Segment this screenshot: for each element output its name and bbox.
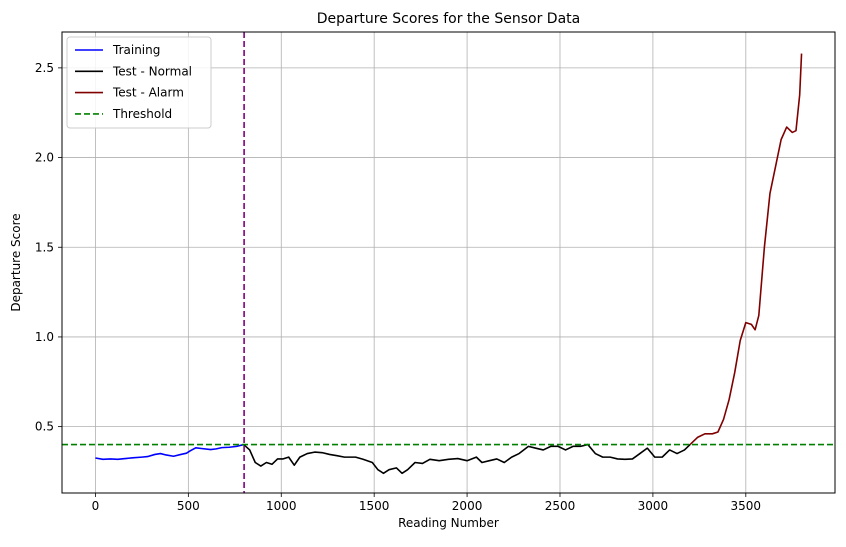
series-layer (62, 53, 835, 475)
x-axis-title: Reading Number (398, 516, 499, 530)
legend: Training Test - Normal Test - Alarm Thresho… (66, 36, 212, 129)
x-tick-label: 3500 (731, 499, 762, 513)
y-tick-label: 2.5 (35, 61, 54, 75)
x-tick-label: 1500 (359, 499, 390, 513)
legend-label: Test - Alarm (112, 86, 184, 100)
y-tick-label: 1.5 (35, 240, 54, 254)
x-tick-label: 2000 (452, 499, 483, 513)
x-tick-label: 3000 (638, 499, 669, 513)
plot-frame (61, 31, 836, 494)
y-axis-title: Departure Score (9, 213, 23, 311)
legend-label: Test - Normal (112, 64, 192, 78)
series-line-test-normal (243, 443, 691, 475)
grid (62, 32, 835, 493)
y-tick-label: 2.0 (35, 151, 54, 165)
x-tick-label: 1000 (266, 499, 297, 513)
x-tick-label: 2500 (545, 499, 576, 513)
x-tick-label: 0 (92, 499, 100, 513)
x-tick-label: 500 (177, 499, 200, 513)
chart-title: Departure Scores for the Sensor Data (317, 11, 580, 27)
series-line-test-alarm (689, 53, 803, 446)
legend-label: Threshold (112, 107, 172, 121)
y-tick-label: 1.0 (35, 330, 54, 344)
legend-label: Training (112, 43, 160, 57)
legend-box (66, 36, 212, 129)
ticks: 0 500 1000 1500 2000 2500 3000 3500 0.5 1.0 1.5 2.0… (35, 61, 761, 513)
y-tick-label: 0.5 (35, 420, 54, 434)
series-line-training (95, 444, 245, 461)
